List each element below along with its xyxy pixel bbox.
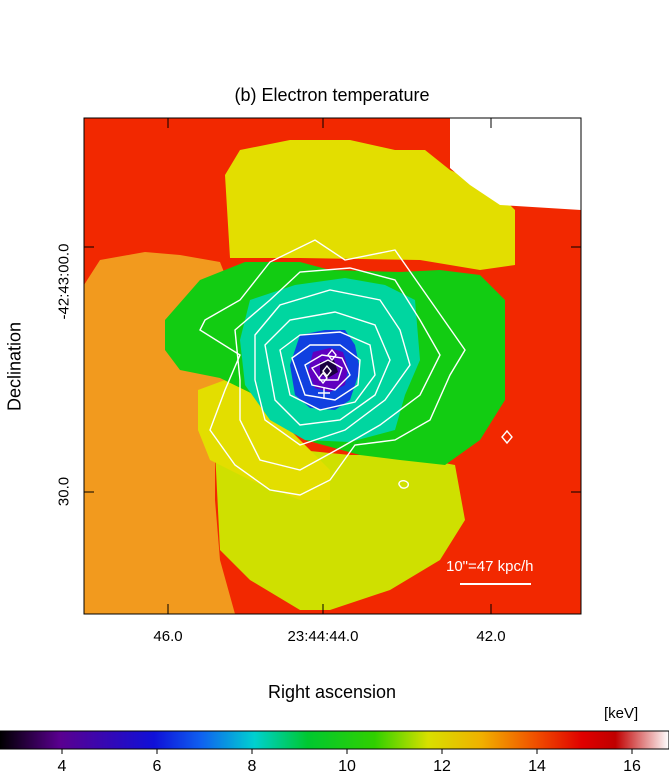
diamond-marker (322, 364, 332, 378)
colorbar-tick-label: 4 (57, 758, 67, 775)
chart-title: (b) Electron temperature (234, 85, 430, 105)
diamond-marker (501, 429, 513, 445)
colorbar-unit: [keV] (604, 705, 639, 722)
x-axis-label: Right ascension (267, 682, 397, 702)
x-tick-label: 42.0 (476, 628, 506, 645)
y-tick-label: -42:43:00.0 (55, 243, 73, 320)
scale-bar-label: 10"=47 kpc/h (446, 558, 534, 575)
x-tick-label: 46.0 (153, 628, 183, 645)
diamond-marker (327, 348, 337, 362)
contours (199, 239, 466, 496)
colorbar-tick-label: 14 (528, 758, 546, 775)
colorbar-tick-label: 12 (433, 758, 451, 775)
frame-ticks (84, 118, 581, 614)
y-axis-label: Declination (4, 321, 25, 412)
plot-frame (83, 117, 582, 615)
colorbar-ticks (61, 749, 633, 754)
galaxy-markers (318, 348, 513, 445)
region-white-corner (450, 118, 581, 210)
cross-marker (318, 387, 330, 399)
x-tick-label: 23:44:44.0 (287, 628, 359, 645)
region-outer-north (225, 140, 515, 270)
colorbar (0, 730, 669, 750)
colorbar-tick-label: 6 (152, 758, 162, 775)
y-tick-label: 30.0 (55, 476, 73, 507)
temperature-map (84, 118, 581, 614)
region-mid-yellow (198, 380, 330, 500)
colorbar-tick-label: 8 (247, 758, 257, 775)
colorbar-tick-label: 16 (623, 758, 641, 775)
diamond-marker (318, 371, 328, 385)
colorbar-tick-label: 10 (338, 758, 356, 775)
